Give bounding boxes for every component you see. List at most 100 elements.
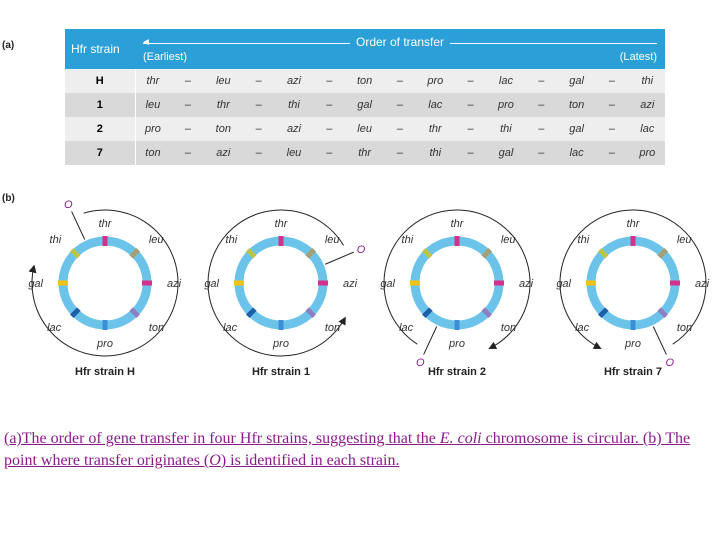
gene-label: lac — [223, 322, 238, 334]
gene-cell: pro — [639, 147, 656, 159]
order-dash: – — [538, 75, 545, 87]
gene-label: thi — [226, 234, 238, 246]
gene-cell: gal — [357, 99, 372, 111]
gene-label: azi — [695, 278, 710, 290]
chromosome-diagram: thr leu azi ton pro lac gal thi O Hfr strain 1 — [204, 209, 366, 378]
order-dash: – — [396, 123, 404, 135]
transfer-order-table: Hfr strain ◄ Order of transfer (Earliest… — [65, 29, 665, 165]
earliest-label: (Earliest) — [143, 51, 188, 63]
latest-label: (Latest) — [619, 51, 657, 63]
order-dash: – — [255, 99, 262, 111]
order-dash: – — [396, 99, 404, 111]
order-dash: – — [467, 99, 474, 111]
gene-cell: pro — [497, 99, 514, 111]
gene-label: pro — [272, 338, 289, 350]
gene-label: leu — [325, 234, 340, 246]
caption-species: E. coli — [439, 430, 482, 447]
gene-marker — [481, 247, 493, 259]
gene-marker — [657, 307, 669, 319]
strain-label: Hfr strain 1 — [252, 366, 310, 378]
gene-marker — [245, 247, 257, 259]
gene-cell: thi — [641, 75, 654, 87]
gene-cell: gal — [569, 75, 584, 87]
gene-label: gal — [28, 278, 43, 290]
gene-cell: thr — [146, 75, 160, 87]
order-dash: – — [255, 75, 262, 87]
transfer-direction-arc — [559, 209, 707, 349]
order-dash: – — [396, 75, 404, 87]
gene-cell: gal — [569, 123, 584, 135]
gene-marker — [657, 247, 669, 259]
gene-label: thr — [451, 218, 465, 230]
origin-label: O — [665, 357, 674, 369]
gene-cell: ton — [215, 123, 231, 135]
gene-label: ton — [677, 322, 692, 334]
order-dash: – — [184, 123, 192, 135]
strain-label: Hfr strain H — [75, 366, 135, 378]
gene-cell: leu — [357, 123, 372, 135]
gene-marker — [597, 247, 609, 259]
origin-pointer — [324, 251, 354, 265]
origin-pointer — [423, 326, 438, 355]
gene-cell: leu — [215, 75, 231, 87]
gene-cell: azi — [216, 147, 231, 159]
circular-chromosome-diagrams: thr leu azi ton pro lac gal thi O Hfr strain H thr… — [28, 199, 710, 378]
origin-pointer — [71, 211, 86, 240]
order-dash: – — [326, 123, 333, 135]
caption-part-1: (a)The order of gene transfer in four Hf… — [4, 430, 440, 447]
gene-label: ton — [501, 322, 516, 334]
gene-cell: leu — [286, 147, 302, 159]
gene-label: gal — [204, 278, 219, 290]
strain-id-cell: H — [65, 69, 136, 93]
gene-cell: azi — [640, 99, 655, 111]
gene-label: thr — [275, 218, 289, 230]
gene-label: azi — [519, 278, 534, 290]
gene-cell: leu — [145, 99, 161, 111]
order-dash: – — [608, 99, 615, 111]
caption-origin: O — [209, 452, 221, 469]
origin-label: O — [64, 199, 73, 211]
gene-marker — [421, 247, 433, 259]
gene-cell: pro — [427, 75, 444, 87]
order-dash: – — [255, 147, 262, 159]
order-dash: – — [396, 147, 404, 159]
order-dash: – — [184, 99, 192, 111]
gene-label: gal — [380, 278, 395, 290]
table-row: 7 ton – azi – leu – thr – thi – gal – lac – pro — [65, 141, 665, 165]
table-header-row: Hfr strain ◄ Order of transfer (Earliest… — [65, 29, 665, 69]
gene-cell: pro — [144, 123, 161, 135]
panel-a-label: (a) — [2, 40, 15, 51]
panel-b-label: (b) — [2, 193, 15, 204]
gene-marker — [245, 307, 257, 319]
gene-cell: lac — [428, 99, 443, 111]
gene-cell: thi — [429, 147, 442, 159]
gene-cell: lac — [640, 123, 655, 135]
gene-cell: thr — [358, 147, 372, 159]
gene-cell: thr — [428, 123, 442, 135]
gene-marker — [305, 307, 317, 319]
order-dash: – — [538, 147, 545, 159]
transfer-direction-arc — [207, 209, 346, 357]
caption-part-2: chromosome is circular. (b) The point wh… — [4, 430, 691, 469]
gene-marker — [129, 307, 141, 319]
gene-cell: lac — [569, 147, 584, 159]
strain-id-cell: 1 — [65, 93, 136, 117]
transfer-direction-arc — [383, 209, 531, 349]
gene-cell: azi — [286, 123, 301, 135]
left-arrow-icon: ◄ — [141, 37, 151, 48]
gene-label: leu — [677, 234, 692, 246]
gene-marker — [597, 307, 609, 319]
order-dash: – — [184, 147, 192, 159]
gene-label: ton — [149, 322, 164, 334]
gene-marker — [305, 247, 317, 259]
order-dash: – — [326, 147, 333, 159]
gene-label: lac — [47, 322, 62, 334]
gene-cell: ton — [568, 99, 585, 111]
gene-label: thi — [578, 234, 590, 246]
gene-cell: lac — [498, 75, 513, 87]
gene-cell: thr — [216, 99, 230, 111]
table-row: 2 pro – ton – azi – leu – thr – thi – gal – lac — [65, 117, 665, 141]
order-dash: – — [608, 147, 615, 159]
